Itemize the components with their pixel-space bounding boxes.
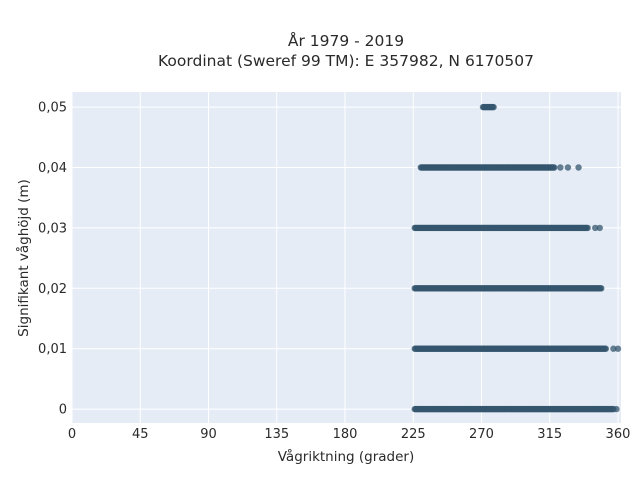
x-tick-label: 180 (333, 427, 358, 442)
x-tick-label: 360 (606, 427, 631, 442)
scatter-point (614, 345, 622, 352)
scatter-point (564, 164, 572, 171)
scatter-point (584, 224, 591, 232)
x-tick-label: 225 (401, 427, 426, 442)
scatter-point (602, 345, 610, 352)
x-tick-label: 135 (264, 427, 289, 442)
scatter-point (592, 224, 599, 232)
x-tick-label: 45 (132, 427, 149, 442)
x-tick-label: 90 (200, 427, 217, 442)
x-axis-label: Vågriktning (grader) (278, 448, 415, 465)
y-tick-label: 0 (59, 403, 67, 418)
scatter-point (610, 345, 617, 352)
scatter-point (598, 285, 605, 292)
x-tick-label: 315 (537, 427, 562, 442)
y-axis-label: Signifikant våghöjd (m) (15, 179, 32, 337)
y-axis-ticks: 0 0,01 0,02 0,03 0,04 0,05 (38, 101, 67, 418)
y-tick-label: 0,04 (38, 161, 67, 176)
y-tick-label: 0,03 (38, 221, 67, 236)
x-tick-label: 0 (68, 427, 76, 442)
scatter-point (551, 164, 558, 171)
y-tick-label: 0,02 (38, 282, 67, 297)
scatter-point (557, 164, 564, 171)
chart-title: År 1979 - 2019 (288, 31, 404, 50)
y-tick-label: 0,01 (38, 342, 67, 357)
scatter-point (613, 405, 620, 413)
chart-subtitle: Koordinat (Sweref 99 TM): E 357982, N 61… (158, 52, 534, 70)
x-tick-label: 270 (469, 427, 494, 442)
x-axis-ticks: 0 45 90 135 180 225 270 315 360 (68, 427, 631, 442)
scatter-point (490, 103, 497, 111)
scatter-point (596, 224, 603, 232)
scatter-points (411, 103, 622, 413)
scatter-point (575, 164, 582, 171)
plot-background (72, 92, 621, 423)
y-tick-label: 0,05 (38, 101, 67, 116)
